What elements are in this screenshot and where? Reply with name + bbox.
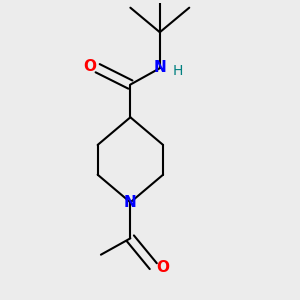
Text: H: H <box>172 64 183 79</box>
Text: N: N <box>153 60 166 75</box>
Text: N: N <box>124 195 137 210</box>
Text: O: O <box>83 59 96 74</box>
Text: O: O <box>156 260 169 275</box>
